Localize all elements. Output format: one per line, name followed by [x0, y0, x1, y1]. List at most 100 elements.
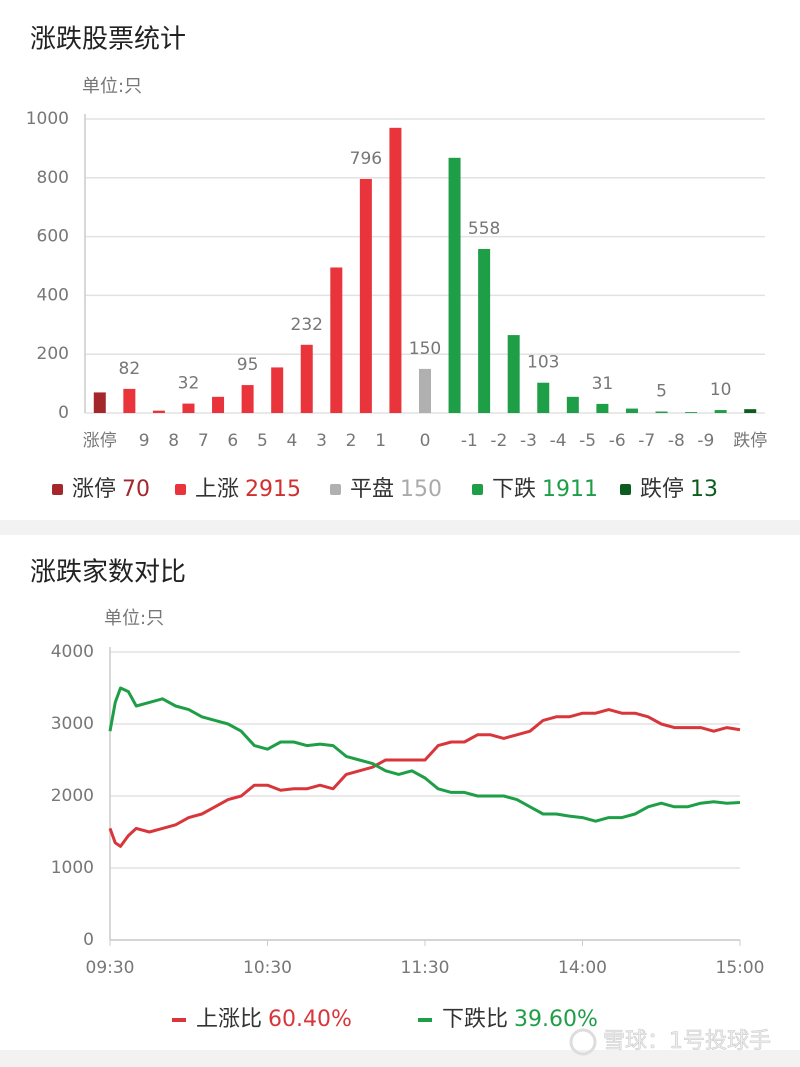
bar — [93, 392, 106, 413]
x-tick-label: 3 — [316, 431, 327, 451]
y-tick-label: 3000 — [51, 714, 94, 734]
panel — [0, 535, 800, 1050]
data-label: 10 — [710, 380, 732, 400]
legend-marker — [175, 484, 186, 495]
bar — [123, 388, 136, 413]
x-tick-label: 09:30 — [86, 958, 135, 978]
unit-label: 单位:只 — [82, 76, 142, 97]
x-tick-label: 7 — [198, 431, 209, 451]
data-label: 95 — [237, 355, 259, 375]
y-tick-label: 4000 — [51, 642, 94, 662]
y-tick-label: 200 — [37, 344, 69, 364]
legend-label: 涨停 — [72, 477, 116, 502]
chart-title: 涨跌家数对比 — [30, 558, 186, 588]
bar — [655, 411, 668, 413]
bar — [182, 403, 195, 413]
legend-value: 1911 — [542, 477, 598, 502]
x-tick-label: 0 — [420, 431, 431, 451]
x-tick-label: 5 — [257, 431, 268, 451]
bar — [330, 267, 343, 413]
x-tick-label: 15:00 — [716, 958, 765, 978]
x-tick-label: -8 — [668, 431, 685, 451]
x-tick-label: 6 — [227, 431, 238, 451]
legend-value: 60.40% — [268, 1007, 352, 1032]
x-tick-label: -5 — [579, 431, 596, 451]
bar — [478, 248, 491, 413]
y-tick-label: 0 — [58, 403, 69, 423]
bar — [596, 403, 609, 413]
legend-label: 跌停 — [640, 477, 684, 502]
data-label: 150 — [409, 339, 441, 359]
y-tick-label: 1000 — [26, 109, 69, 129]
x-tick-label: -1 — [461, 431, 478, 451]
chart-title: 涨跌股票统计 — [30, 25, 186, 55]
line-series — [108, 686, 741, 823]
bar — [625, 408, 638, 413]
bar — [300, 344, 313, 413]
x-tick-label: -6 — [609, 431, 626, 451]
watermark-icon — [569, 1028, 597, 1056]
bar — [212, 396, 225, 413]
x-tick-label: 跌停 — [733, 431, 767, 451]
bar — [566, 396, 579, 413]
bar — [389, 127, 402, 413]
legend-label: 上涨比 — [196, 1007, 262, 1032]
legend-value: 13 — [690, 477, 718, 502]
x-tick-label: -4 — [550, 431, 567, 451]
y-tick-label: 2000 — [51, 786, 94, 806]
data-label: 5 — [656, 382, 667, 402]
legend-marker — [620, 484, 631, 495]
data-label: 796 — [350, 149, 382, 169]
data-label: 103 — [527, 353, 559, 373]
y-tick-label: 800 — [37, 168, 69, 188]
bar — [537, 382, 550, 413]
legend-marker — [472, 484, 483, 495]
bar — [744, 409, 757, 413]
line-series — [108, 708, 741, 848]
x-tick-label: -2 — [490, 431, 507, 451]
bar — [507, 335, 520, 413]
data-label: 32 — [178, 374, 200, 394]
x-tick-label: 1 — [375, 431, 386, 451]
legend-label: 下跌 — [492, 477, 536, 502]
x-tick-label: 4 — [287, 431, 298, 451]
legend-value: 70 — [122, 477, 150, 502]
data-label: 232 — [291, 315, 323, 335]
legend-value: 39.60% — [514, 1007, 598, 1032]
x-tick-label: 9 — [139, 431, 150, 451]
data-label: 558 — [468, 219, 500, 239]
x-tick-label: -3 — [520, 431, 537, 451]
x-tick-label: -7 — [638, 431, 655, 451]
x-tick-label: 11:30 — [401, 958, 450, 978]
bar — [714, 410, 727, 413]
bar — [448, 157, 461, 413]
unit-label: 单位:只 — [104, 608, 164, 629]
x-tick-label: 8 — [168, 431, 179, 451]
y-tick-label: 400 — [37, 285, 69, 305]
data-label: 82 — [119, 359, 141, 379]
watermark: 雪球：1号投球手 — [603, 1029, 771, 1054]
x-tick-label: 2 — [346, 431, 357, 451]
legend-value: 2915 — [245, 477, 301, 502]
legend-marker — [52, 484, 63, 495]
legend-label: 上涨 — [195, 477, 239, 502]
y-tick-label: 600 — [37, 227, 69, 247]
bar — [152, 410, 165, 413]
x-tick-label: 10:30 — [243, 958, 292, 978]
legend-label: 平盘 — [350, 477, 394, 502]
bar — [685, 412, 698, 413]
bar — [241, 385, 254, 413]
y-tick-label: 1000 — [51, 858, 94, 878]
legend-value: 150 — [400, 477, 442, 502]
x-tick-label: 涨停 — [83, 431, 117, 451]
bar — [359, 178, 372, 413]
bar — [271, 367, 284, 413]
bar — [419, 368, 431, 413]
y-tick-label: 0 — [83, 930, 94, 950]
legend-label: 下跌比 — [442, 1007, 508, 1032]
data-label: 31 — [592, 374, 614, 394]
x-tick-label: 14:00 — [558, 958, 607, 978]
x-tick-label: -9 — [697, 431, 714, 451]
